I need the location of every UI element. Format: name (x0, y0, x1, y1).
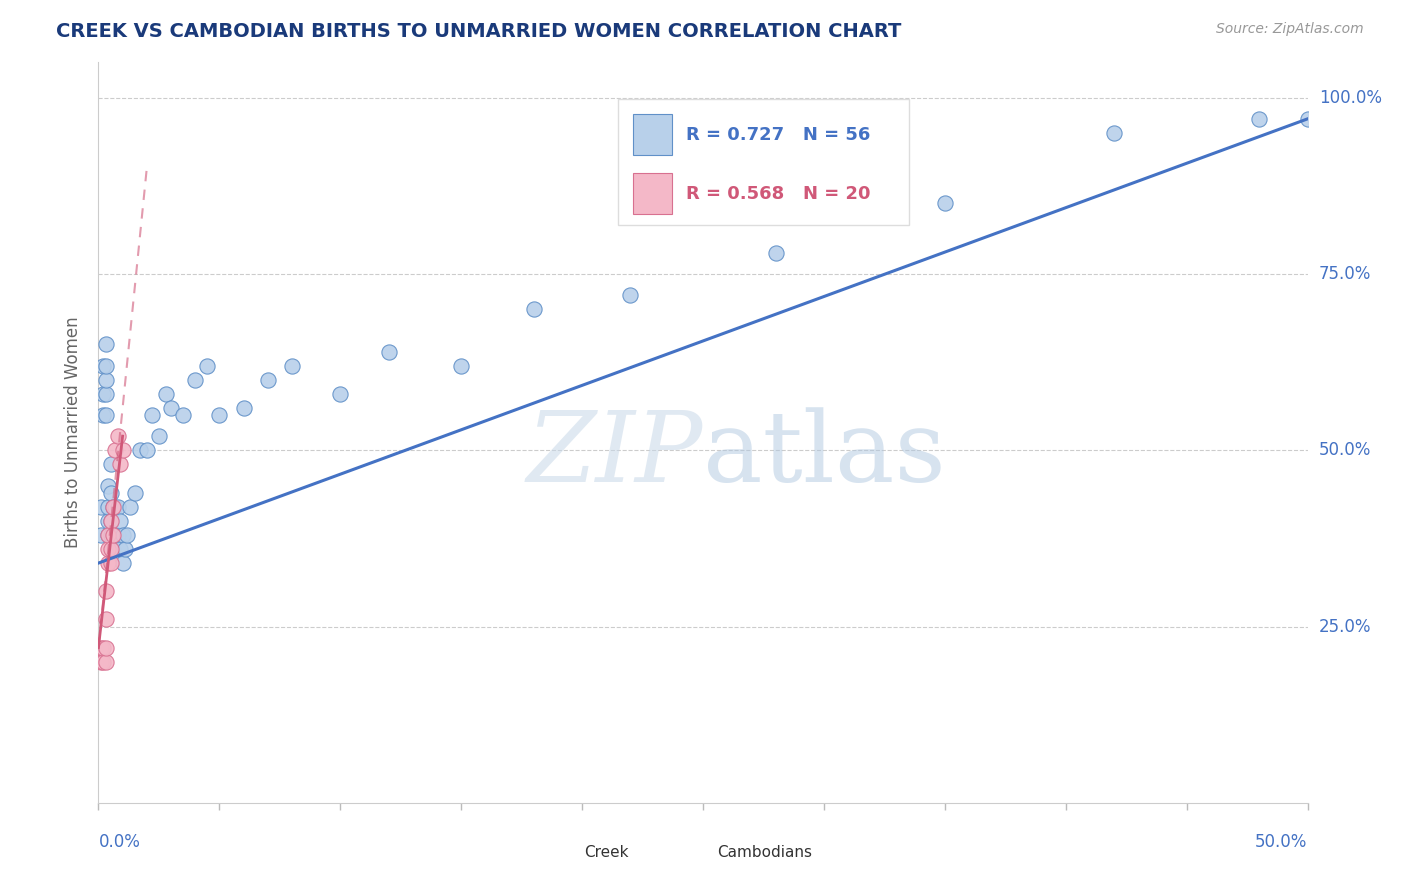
Point (94, 640, 117, 655)
Point (101, 528, 124, 542)
Point (101, 528, 124, 542)
Point (91, 359, 114, 373)
Point (108, 541, 131, 556)
Point (108, 458, 131, 472)
Point (329, 387, 352, 401)
Point (523, 302, 546, 317)
Point (94, 408, 117, 422)
Point (184, 373, 207, 387)
Point (1102, 126, 1125, 140)
Text: 25.0%: 25.0% (1319, 617, 1371, 635)
Point (107, 429, 129, 443)
Point (100, 514, 122, 528)
Point (94, 387, 117, 401)
Point (101, 541, 124, 556)
Point (91, 655, 114, 669)
Point (97, 528, 120, 542)
Text: Cambodians: Cambodians (717, 845, 813, 860)
Point (135, 443, 157, 458)
Point (94, 337, 117, 351)
Point (114, 541, 136, 556)
Text: ZIP: ZIP (527, 407, 703, 502)
Point (172, 408, 194, 422)
Point (91, 387, 114, 401)
Point (619, 288, 641, 302)
Point (101, 500, 124, 514)
Text: 50.0%: 50.0% (1319, 442, 1371, 459)
Point (100, 556, 122, 570)
Point (101, 500, 124, 514)
Text: Creek: Creek (585, 845, 628, 860)
Point (91, 640, 114, 655)
Point (104, 500, 127, 514)
Text: 75.0%: 75.0% (1319, 265, 1371, 283)
Y-axis label: Births to Unmarried Women: Births to Unmarried Women (63, 317, 82, 549)
Point (100, 528, 122, 542)
Point (128, 443, 150, 458)
Text: 50.0%: 50.0% (1256, 833, 1308, 851)
Point (100, 514, 122, 528)
Point (104, 443, 127, 458)
Text: R = 0.727   N = 56: R = 0.727 N = 56 (686, 126, 870, 144)
Point (91, 408, 114, 422)
Point (107, 500, 129, 514)
Point (281, 359, 304, 373)
Point (100, 458, 122, 472)
Point (104, 528, 127, 542)
Point (148, 429, 170, 443)
Point (1249, 112, 1271, 126)
Point (90, 528, 112, 542)
Text: Source: ZipAtlas.com: Source: ZipAtlas.com (1216, 22, 1364, 37)
Text: 0.0%: 0.0% (98, 833, 141, 851)
Text: 100.0%: 100.0% (1319, 88, 1382, 107)
Point (141, 408, 163, 422)
Point (118, 500, 141, 514)
Point (90, 640, 112, 655)
FancyBboxPatch shape (546, 840, 579, 866)
Point (94, 359, 117, 373)
FancyBboxPatch shape (619, 99, 908, 226)
Point (1296, 112, 1319, 126)
Point (94, 584, 117, 599)
Point (97, 528, 120, 542)
Point (90, 500, 112, 514)
Point (97, 541, 120, 556)
Point (160, 401, 183, 415)
Point (100, 541, 122, 556)
Point (107, 528, 129, 542)
Point (377, 344, 399, 359)
Point (450, 359, 472, 373)
FancyBboxPatch shape (679, 840, 713, 866)
Point (108, 514, 131, 528)
Point (124, 485, 146, 500)
FancyBboxPatch shape (633, 114, 672, 155)
Point (111, 443, 134, 458)
Point (94, 373, 117, 387)
Text: atlas: atlas (703, 407, 946, 503)
Point (111, 556, 134, 570)
Point (155, 387, 177, 401)
Point (90, 655, 112, 669)
Point (117, 528, 139, 542)
Point (97, 500, 120, 514)
Point (97, 556, 120, 570)
Point (934, 196, 956, 211)
Text: R = 0.568   N = 20: R = 0.568 N = 20 (686, 185, 870, 202)
Point (100, 485, 122, 500)
FancyBboxPatch shape (633, 173, 672, 214)
Point (97, 478, 120, 492)
Point (94, 612, 117, 626)
Point (256, 373, 278, 387)
Point (94, 655, 117, 669)
Point (208, 408, 231, 422)
Point (195, 359, 218, 373)
Point (765, 245, 787, 260)
Point (232, 401, 254, 415)
Point (111, 528, 134, 542)
Point (97, 514, 120, 528)
Text: CREEK VS CAMBODIAN BIRTHS TO UNMARRIED WOMEN CORRELATION CHART: CREEK VS CAMBODIAN BIRTHS TO UNMARRIED W… (56, 22, 901, 41)
